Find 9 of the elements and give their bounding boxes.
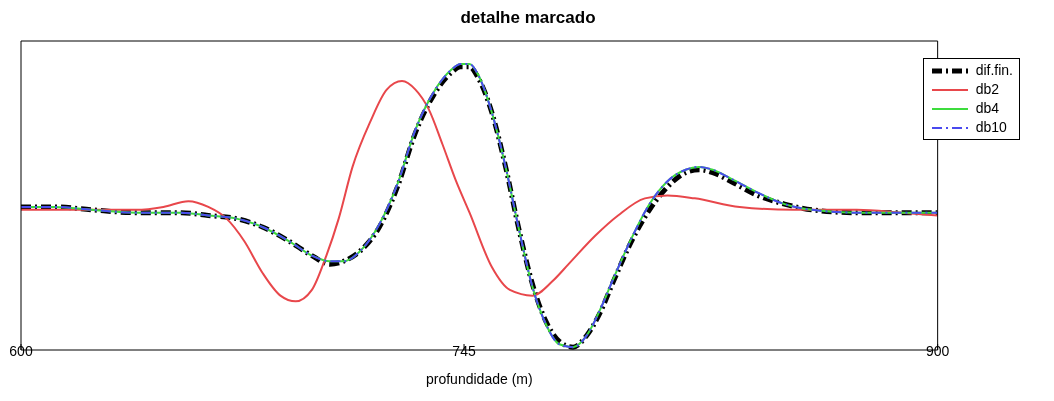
x-tick-label: 745 (452, 342, 476, 359)
legend-label: db4 (975, 99, 999, 118)
x-tick-label: 900 (925, 342, 950, 359)
legend-label: db2 (975, 80, 999, 99)
chart-title: detalhe marcado (459, 8, 597, 29)
x-tick-label: 600 (9, 342, 33, 359)
legend-label: db10 (975, 118, 1007, 137)
legend-label: dif.fin. (975, 61, 1013, 80)
x-axis-title: profundidade (m) (426, 371, 533, 387)
